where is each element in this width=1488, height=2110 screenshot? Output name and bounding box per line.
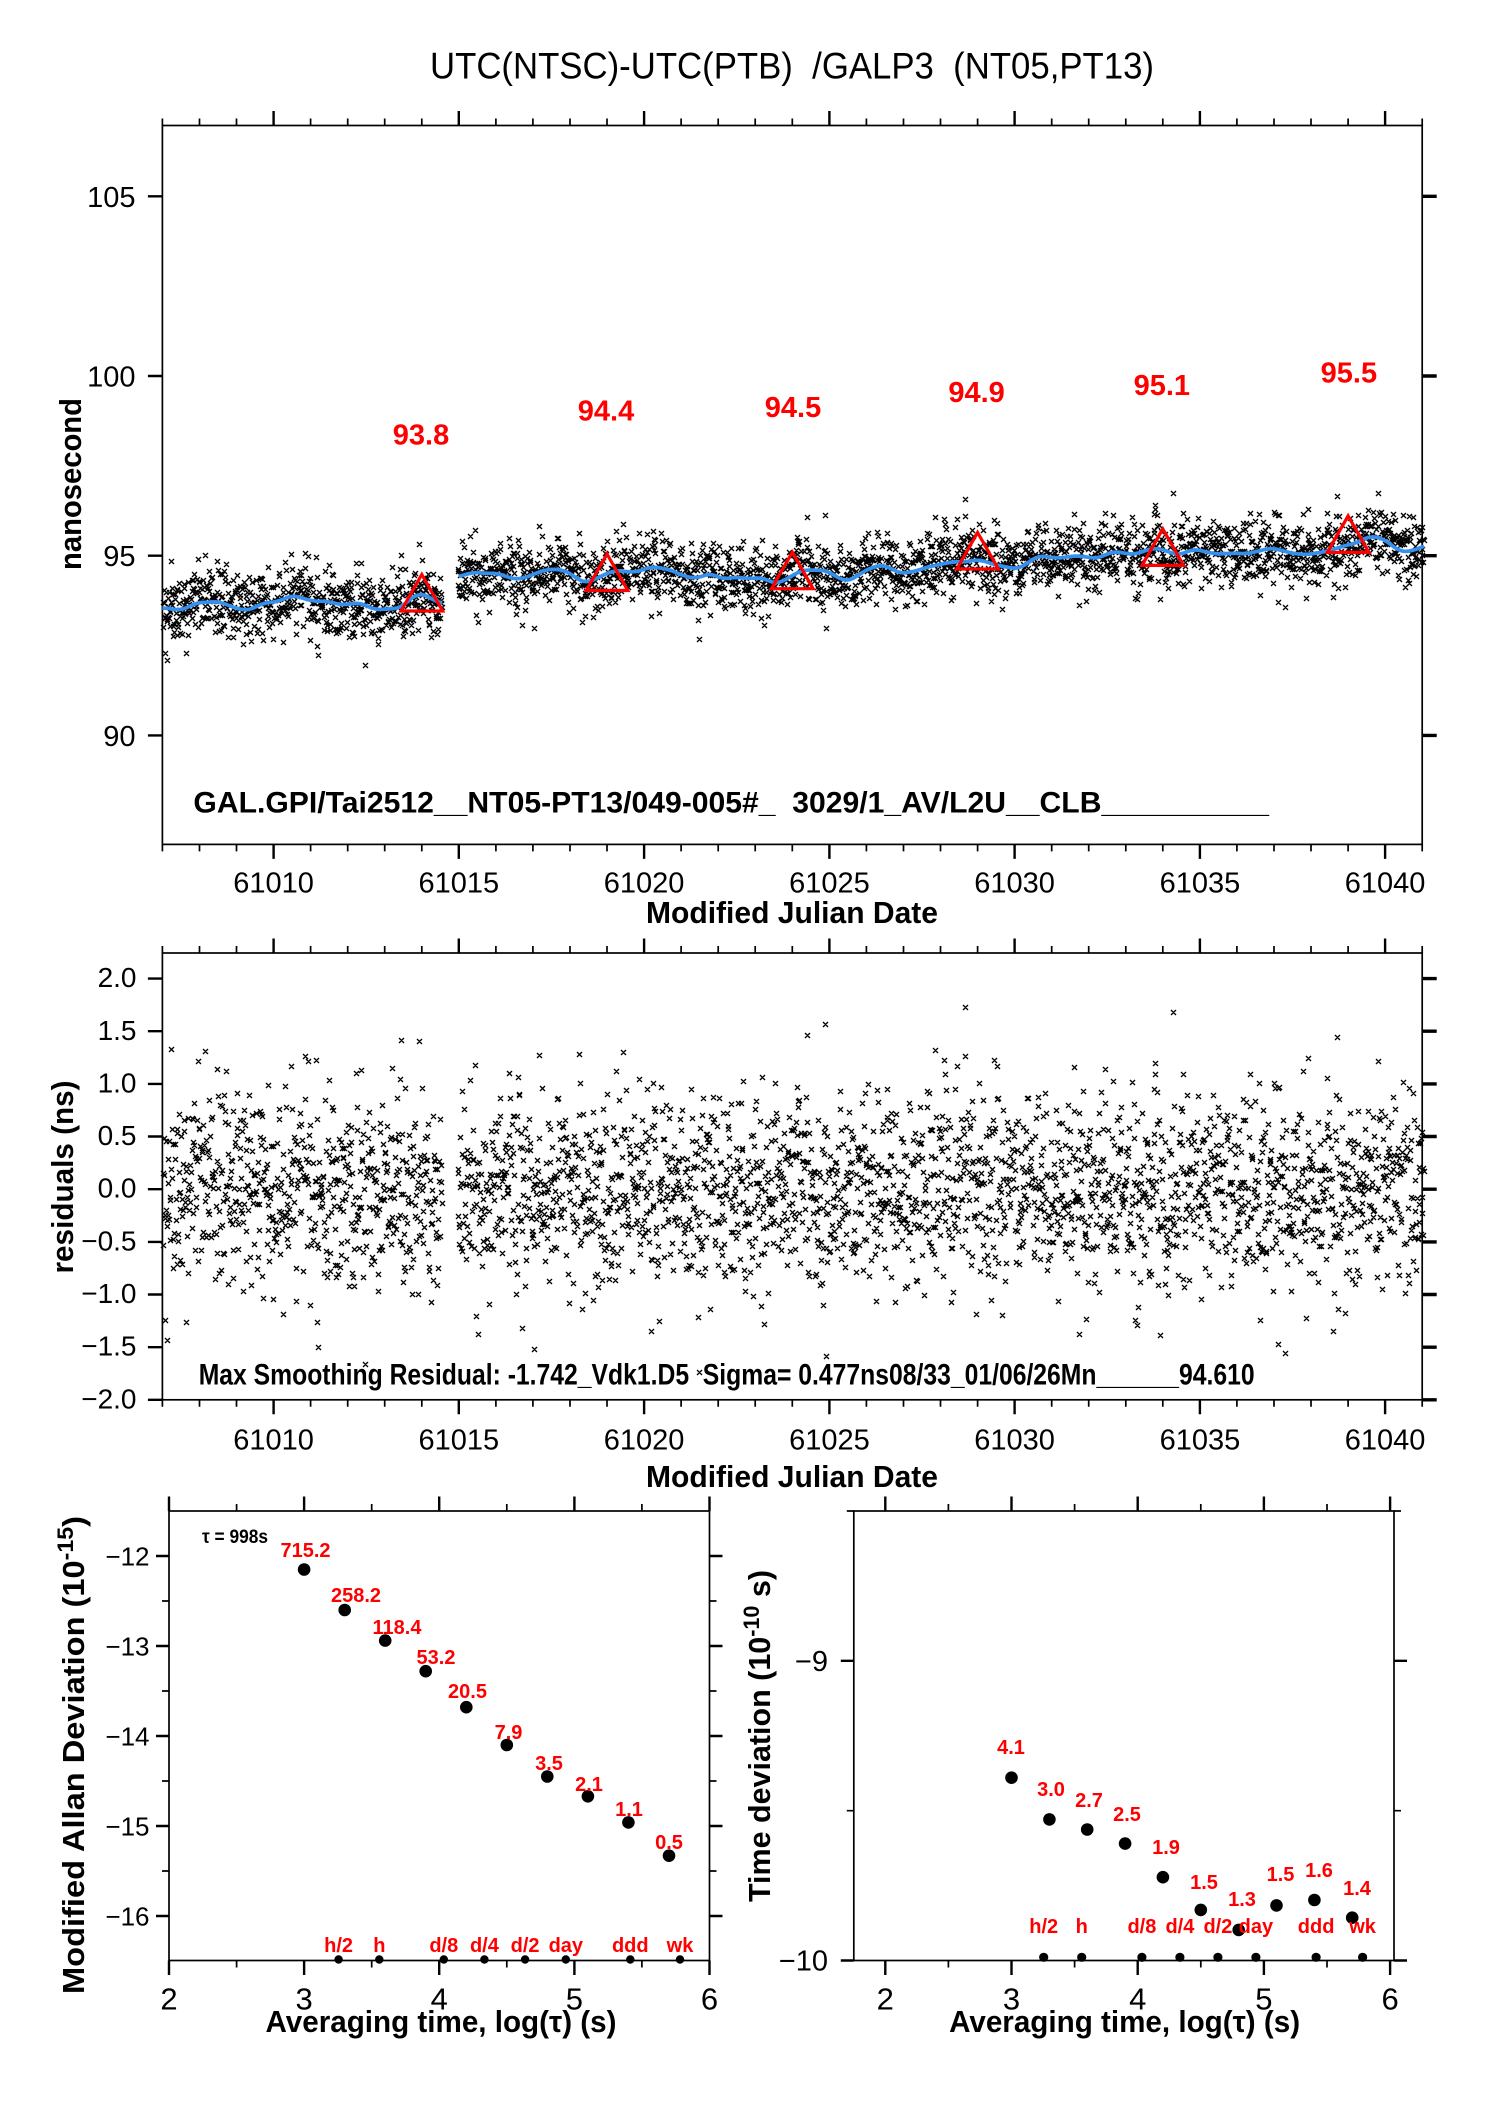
svg-text:−9: −9: [795, 1646, 828, 1678]
svg-text:95.1: 95.1: [1134, 370, 1190, 402]
svg-text:wk: wk: [666, 1935, 695, 1957]
svg-text:61040: 61040: [1345, 1425, 1426, 1457]
svg-text:day: day: [549, 1935, 584, 1957]
svg-text:Modified Julian Date: Modified Julian Date: [646, 895, 938, 930]
svg-text:105: 105: [87, 182, 135, 214]
svg-text:94.9: 94.9: [948, 377, 1004, 409]
svg-text:7.9: 7.9: [495, 1722, 523, 1744]
svg-text:ddd: ddd: [612, 1935, 649, 1957]
svg-text:d/8: d/8: [429, 1935, 458, 1957]
svg-text:93.8: 93.8: [393, 420, 449, 452]
svg-text:−13: −13: [105, 1632, 149, 1662]
svg-text:residuals (ns): residuals (ns): [45, 1081, 80, 1274]
svg-text:3.5: 3.5: [535, 1753, 563, 1775]
svg-text:wk: wk: [1348, 1916, 1377, 1938]
svg-text:4: 4: [431, 1982, 448, 2017]
svg-text:53.2: 53.2: [417, 1647, 456, 1669]
svg-text:day: day: [1239, 1916, 1274, 1938]
svg-text:−15: −15: [105, 1812, 149, 1842]
svg-text:−2.0: −2.0: [81, 1383, 136, 1414]
svg-text:4.1: 4.1: [997, 1737, 1025, 1759]
svg-text:6: 6: [701, 1982, 718, 2017]
svg-text:3: 3: [295, 1982, 312, 2017]
svg-text:d/8: d/8: [1127, 1916, 1156, 1938]
svg-text:61020: 61020: [604, 1425, 685, 1457]
svg-text:2.7: 2.7: [1075, 1790, 1103, 1812]
svg-text:61015: 61015: [418, 868, 499, 900]
svg-text:258.2: 258.2: [331, 1585, 381, 1607]
svg-text:3: 3: [1003, 1982, 1020, 2017]
svg-text:0.5: 0.5: [98, 1120, 137, 1151]
svg-text:2: 2: [160, 1982, 177, 2017]
svg-text:h: h: [1076, 1916, 1088, 1938]
svg-text:61015: 61015: [418, 1425, 499, 1457]
svg-text:d/2: d/2: [1203, 1916, 1232, 1938]
svg-text:−0.5: −0.5: [81, 1225, 136, 1256]
svg-text:2.0: 2.0: [98, 962, 137, 993]
svg-text:61025: 61025: [789, 1425, 870, 1457]
svg-text:0.0: 0.0: [98, 1173, 137, 1204]
svg-text:h/2: h/2: [1029, 1916, 1058, 1938]
svg-text:4: 4: [1129, 1982, 1146, 2017]
svg-text:61035: 61035: [1160, 868, 1241, 900]
svg-text:61040: 61040: [1345, 868, 1426, 900]
svg-text:1.9: 1.9: [1152, 1837, 1180, 1859]
svg-text:1.3: 1.3: [1228, 1889, 1256, 1911]
svg-text:61025: 61025: [789, 868, 870, 900]
svg-text:118.4: 118.4: [373, 1617, 423, 1639]
svg-text:1.1: 1.1: [615, 1799, 643, 1821]
svg-text:d/2: d/2: [511, 1935, 540, 1957]
svg-text:5: 5: [566, 1982, 583, 2017]
svg-text:UTC(NTSC)-UTC(PTB) /GALP3 (N: UTC(NTSC)-UTC(PTB) /GALP3 (NT05,PT13): [430, 46, 1154, 87]
svg-text:d/4: d/4: [470, 1935, 500, 1957]
svg-text:20.5: 20.5: [448, 1681, 487, 1703]
svg-text:61020: 61020: [604, 868, 685, 900]
svg-text:1.4: 1.4: [1343, 1878, 1372, 1900]
svg-text:2.5: 2.5: [1113, 1804, 1141, 1826]
svg-text:−1.0: −1.0: [81, 1278, 136, 1309]
svg-text:5: 5: [1255, 1982, 1272, 2017]
svg-text:Modified Allan Deviation (10-1: Modified Allan Deviation (10-15): [53, 1516, 91, 1994]
svg-text:nanosecond: nanosecond: [53, 398, 88, 570]
svg-text:τ = 998s: τ = 998s: [202, 1527, 268, 1548]
svg-text:h: h: [373, 1935, 385, 1957]
svg-text:GAL.GPI/Tai2512__NT05-PT13/049: GAL.GPI/Tai2512__NT05-PT13/049-005#_ 302…: [193, 787, 1269, 820]
svg-text:95.5: 95.5: [1321, 358, 1377, 390]
svg-text:61010: 61010: [233, 868, 314, 900]
svg-text:−10: −10: [779, 1946, 828, 1978]
svg-text:0.5: 0.5: [655, 1832, 683, 1854]
svg-text:1.0: 1.0: [98, 1067, 137, 1098]
svg-text:100: 100: [87, 362, 135, 394]
svg-text:ddd: ddd: [1298, 1916, 1335, 1938]
svg-text:1.5: 1.5: [98, 1015, 137, 1046]
svg-text:3.0: 3.0: [1037, 1779, 1065, 1801]
svg-text:Averaging time, log(τ) (s): Averaging time, log(τ) (s): [949, 2004, 1300, 2039]
svg-text:90: 90: [103, 721, 135, 753]
svg-text:d/4: d/4: [1165, 1916, 1195, 1938]
svg-text:Modified Julian Date: Modified Julian Date: [646, 1459, 938, 1494]
svg-text:715.2: 715.2: [280, 1540, 330, 1562]
svg-text:Averaging time, log(τ) (s): Averaging time, log(τ) (s): [266, 2004, 617, 2039]
svg-text:6: 6: [1381, 1982, 1398, 2017]
svg-text:61030: 61030: [974, 1425, 1055, 1457]
svg-text:94.5: 94.5: [765, 392, 821, 424]
svg-text:94.4: 94.4: [578, 396, 634, 428]
svg-text:1.5: 1.5: [1267, 1864, 1295, 1886]
svg-text:1.5: 1.5: [1190, 1872, 1218, 1894]
svg-text:61030: 61030: [974, 868, 1055, 900]
svg-text:−12: −12: [105, 1542, 149, 1572]
svg-text:95: 95: [103, 541, 135, 573]
svg-text:61035: 61035: [1160, 1425, 1241, 1457]
svg-text:−16: −16: [105, 1902, 149, 1932]
svg-text:1.6: 1.6: [1305, 1860, 1333, 1882]
svg-text:2.1: 2.1: [575, 1774, 603, 1796]
svg-text:−1.5: −1.5: [81, 1331, 136, 1362]
svg-text:h/2: h/2: [324, 1935, 353, 1957]
svg-text:2: 2: [877, 1982, 894, 2017]
svg-text:61010: 61010: [233, 1425, 314, 1457]
svg-text:−14: −14: [105, 1722, 149, 1752]
svg-text:Max Smoothing Residual: -1.742: Max Smoothing Residual: -1.742_Vdk1.D5 S…: [199, 1359, 1255, 1392]
